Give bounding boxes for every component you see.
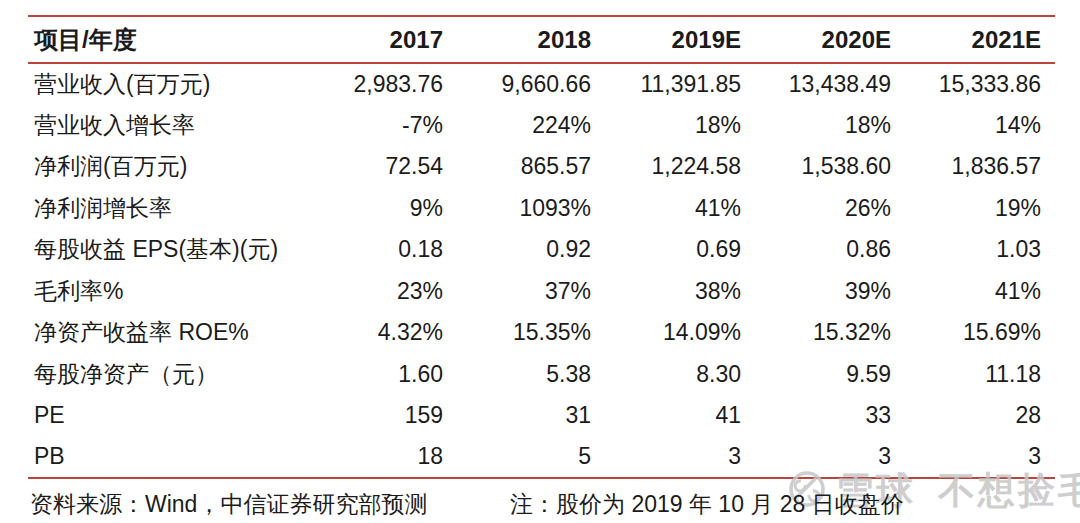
- cell-value: 0.86: [755, 229, 905, 271]
- row-label: PB: [28, 437, 309, 479]
- cell-value: 5.38: [457, 354, 605, 396]
- cell-value: 15.69%: [905, 312, 1055, 354]
- cell-value: 38%: [605, 271, 755, 313]
- cell-value: 8.30: [605, 354, 755, 396]
- cell-value: 18: [309, 437, 457, 479]
- cell-value: 26%: [755, 188, 905, 230]
- row-label: 每股收益 EPS(基本)(元): [28, 229, 309, 271]
- cell-value: 224%: [457, 105, 605, 147]
- cell-value: 39%: [755, 271, 905, 313]
- header-cell-year: 2018: [457, 16, 605, 63]
- table-row: 净利润增长率9%1093%41%26%19%: [28, 188, 1055, 230]
- cell-value: 41: [605, 395, 755, 437]
- cell-value: 41%: [605, 188, 755, 230]
- table-row: 每股收益 EPS(基本)(元)0.180.920.690.861.03: [28, 229, 1055, 271]
- row-label: 营业收入(百万元): [28, 63, 309, 105]
- price-note: 注：股价为 2019 年 10 月 28 日收盘价: [510, 489, 904, 520]
- cell-value: 4.32%: [309, 312, 457, 354]
- cell-value: 9%: [309, 188, 457, 230]
- cell-value: 33: [755, 395, 905, 437]
- cell-value: 5: [457, 437, 605, 479]
- cell-value: 3: [605, 437, 755, 479]
- header-cell-year: 2020E: [755, 16, 905, 63]
- financial-summary-table: 项目/年度201720182019E2020E2021E 营业收入(百万元)2,…: [28, 15, 1055, 479]
- cell-value: 13,438.49: [755, 63, 905, 105]
- financial-summary-table-wrap: 项目/年度201720182019E2020E2021E 营业收入(百万元)2,…: [28, 15, 1055, 479]
- row-label: 净利润增长率: [28, 188, 309, 230]
- row-label: 每股净资产（元）: [28, 354, 309, 396]
- header-cell-year: 2021E: [905, 16, 1055, 63]
- cell-value: 1093%: [457, 188, 605, 230]
- header-cell-year: 2019E: [605, 16, 755, 63]
- cell-value: 18%: [755, 105, 905, 147]
- cell-value: 19%: [905, 188, 1055, 230]
- cell-value: 15.32%: [755, 312, 905, 354]
- cell-value: 1.60: [309, 354, 457, 396]
- table-row: PE15931413328: [28, 395, 1055, 437]
- cell-value: 0.92: [457, 229, 605, 271]
- row-label: PE: [28, 395, 309, 437]
- cell-value: 15,333.86: [905, 63, 1055, 105]
- cell-value: 28: [905, 395, 1055, 437]
- table-header: 项目/年度201720182019E2020E2021E: [28, 16, 1055, 63]
- cell-value: 1,538.60: [755, 146, 905, 188]
- table-row: 营业收入增长率-7%224%18%18%14%: [28, 105, 1055, 147]
- cell-value: 1,836.57: [905, 146, 1055, 188]
- cell-value: 31: [457, 395, 605, 437]
- table-row: 毛利率%23%37%38%39%41%: [28, 271, 1055, 313]
- table-footer: 资料来源：Wind，中信证券研究部预测 注：股价为 2019 年 10 月 28…: [28, 484, 1055, 520]
- cell-value: 23%: [309, 271, 457, 313]
- table-body: 营业收入(百万元)2,983.769,660.6611,391.8513,438…: [28, 63, 1055, 478]
- row-label: 毛利率%: [28, 271, 309, 313]
- table-row: 营业收入(百万元)2,983.769,660.6611,391.8513,438…: [28, 63, 1055, 105]
- cell-value: 1.03: [905, 229, 1055, 271]
- cell-value: 14%: [905, 105, 1055, 147]
- cell-value: 11.18: [905, 354, 1055, 396]
- cell-value: 41%: [905, 271, 1055, 313]
- table-row: 净利润(百万元)72.54865.571,224.581,538.601,836…: [28, 146, 1055, 188]
- header-row: 项目/年度201720182019E2020E2021E: [28, 16, 1055, 63]
- row-label: 营业收入增长率: [28, 105, 309, 147]
- row-label: 净利润(百万元): [28, 146, 309, 188]
- cell-value: 0.18: [309, 229, 457, 271]
- cell-value: 72.54: [309, 146, 457, 188]
- cell-value: -7%: [309, 105, 457, 147]
- cell-value: 1,224.58: [605, 146, 755, 188]
- header-cell-year: 2017: [309, 16, 457, 63]
- cell-value: 37%: [457, 271, 605, 313]
- header-cell-label: 项目/年度: [28, 16, 309, 63]
- cell-value: 15.35%: [457, 312, 605, 354]
- cell-value: 865.57: [457, 146, 605, 188]
- cell-value: 11,391.85: [605, 63, 755, 105]
- cell-value: 159: [309, 395, 457, 437]
- cell-value: 0.69: [605, 229, 755, 271]
- row-label: 净资产收益率 ROE%: [28, 312, 309, 354]
- cell-value: 2,983.76: [309, 63, 457, 105]
- cell-value: 9.59: [755, 354, 905, 396]
- table-row: 每股净资产（元）1.605.388.309.5911.18: [28, 354, 1055, 396]
- source-note: 资料来源：Wind，中信证券研究部预测: [30, 489, 427, 520]
- table-row: 净资产收益率 ROE%4.32%15.35%14.09%15.32%15.69%: [28, 312, 1055, 354]
- cell-value: 9,660.66: [457, 63, 605, 105]
- cell-value: 18%: [605, 105, 755, 147]
- cell-value: 14.09%: [605, 312, 755, 354]
